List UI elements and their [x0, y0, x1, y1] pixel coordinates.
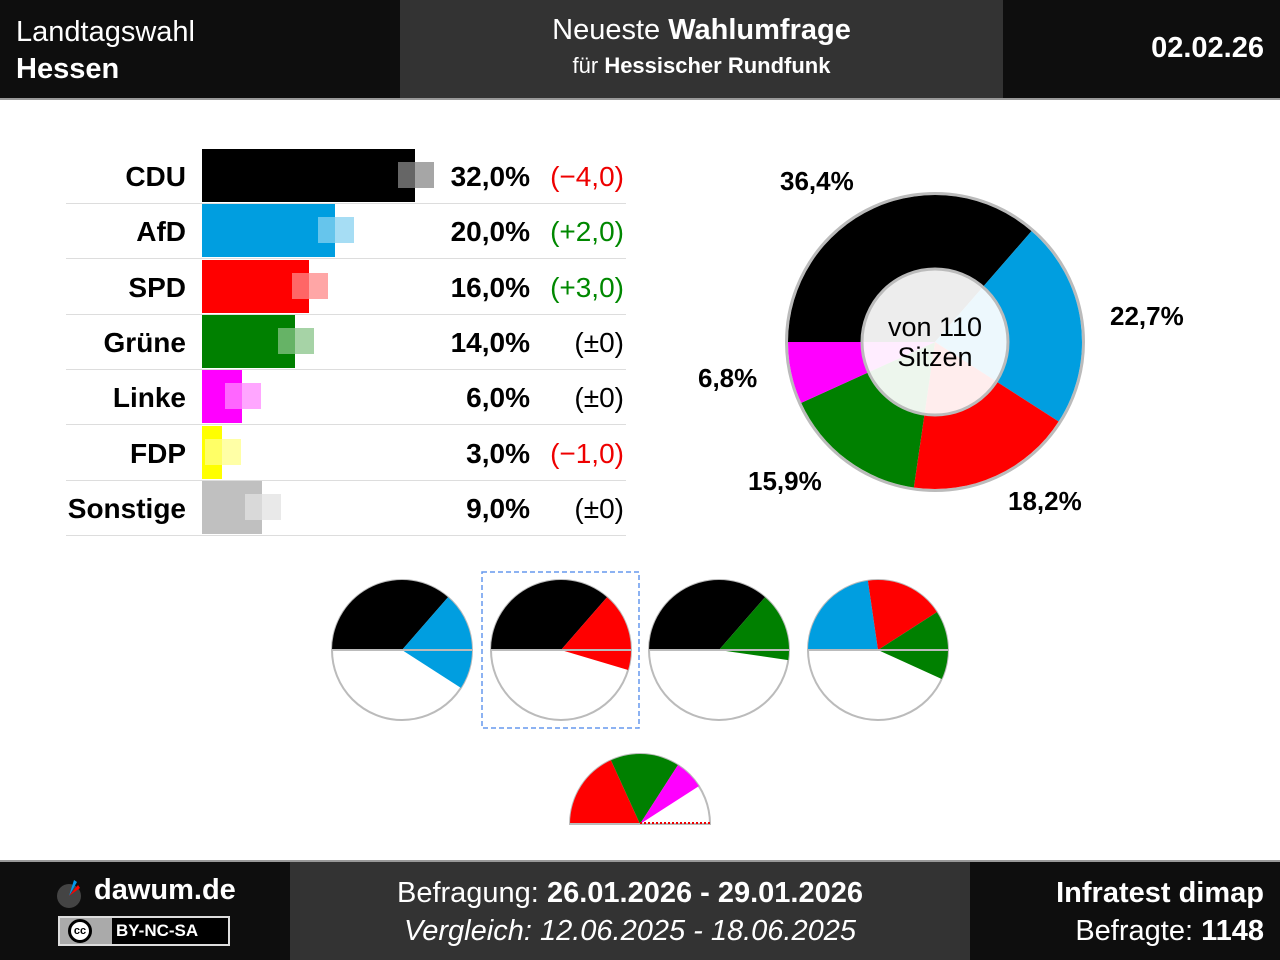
poll-title: Neueste Wahlumfrage für Hessischer Rundf…	[400, 0, 1003, 98]
state-name: Hessen	[16, 53, 120, 85]
coalition-slice-grüne	[878, 612, 948, 680]
seat-slice-label: 36,4%	[780, 166, 854, 196]
seat-slice-label: 22,7%	[1110, 301, 1184, 331]
seat-slice-cdu	[788, 195, 1032, 342]
seat-center-label: von 110 Sitzen	[887, 312, 983, 372]
donut-hole	[860, 267, 1010, 417]
survey-info: Befragung: 26.01.2026 - 29.01.2026 Vergl…	[290, 862, 970, 960]
seat-slice-label: 18,2%	[1008, 486, 1082, 516]
bar-sonstige	[202, 480, 262, 534]
change-label: (+2,0)	[550, 216, 624, 248]
survey-dates: 26.01.2026 - 29.01.2026	[546, 877, 863, 909]
bar-row-grüne: Grüne 14,0% (±0)	[66, 314, 626, 370]
bar-row-cdu: CDU 32,0% (−4,0)	[66, 149, 626, 204]
coalition-slice-afd	[808, 580, 878, 650]
bar-grüne	[202, 314, 296, 368]
party-name: Sonstige	[67, 492, 186, 524]
party-name: CDU	[125, 161, 186, 192]
bar-fdp	[202, 425, 222, 479]
bar-afd	[202, 204, 336, 258]
election-label: Landtagswahl	[16, 16, 195, 48]
change-label: (±0)	[574, 382, 624, 414]
previous-value-marker	[318, 217, 355, 244]
seat-donut-chart: 36,4% 22,7% 18,2% 15,9% 6,8%	[331, 166, 1184, 825]
header: Landtagswahl Hessen Neueste Wahlumfrage f…	[0, 0, 1280, 100]
coalition-slice-afd	[402, 597, 472, 688]
subtitle-pre: für	[572, 53, 605, 78]
coalition-slice-linke	[640, 765, 699, 824]
institute-name: Infratest dimap	[1056, 877, 1264, 909]
previous-value-overlay	[224, 383, 242, 410]
previous-value-overlay	[291, 272, 309, 299]
coalition-slice-spd	[867, 580, 937, 650]
change-label: (±0)	[574, 492, 624, 524]
coalition-slice-spd	[570, 760, 640, 824]
party-name: FDP	[130, 437, 186, 469]
value-label: 32,0%	[450, 161, 530, 192]
value-label: 9,0%	[466, 492, 530, 524]
bar-cdu	[202, 149, 416, 202]
compare-dates: Vergleich: 12.06.2025 - 18.06.2025	[404, 915, 856, 947]
previous-value-marker	[398, 162, 435, 188]
change-label: (±0)	[574, 326, 624, 358]
license-badge[interactable]: cc BY-NC-SA	[58, 916, 230, 946]
bar-row-linke: Linke 6,0% (±0)	[66, 370, 626, 426]
previous-value-overlay	[398, 162, 416, 188]
party-name: Grüne	[103, 326, 186, 358]
seat-slice-afd	[935, 231, 1082, 422]
coalition-highlight	[481, 571, 640, 729]
seat-slice-label: 15,9%	[748, 466, 822, 496]
coalition-slice-cdu	[332, 580, 448, 650]
survey-label: Befragung:	[396, 877, 547, 909]
logo-icon	[57, 880, 81, 908]
institute-info: Infratest dimap Befragte: 1148	[1056, 874, 1264, 950]
previous-value-marker	[291, 272, 328, 299]
bar-row-afd: AfD 20,0% (+2,0)	[66, 204, 626, 260]
value-label: 6,0%	[466, 382, 530, 414]
previous-value-marker	[244, 493, 281, 520]
value-label: 20,0%	[450, 216, 530, 248]
coalition-slice-grüne	[719, 597, 789, 661]
previous-value-overlay	[318, 217, 336, 244]
respondents-count: 1148	[1201, 915, 1264, 947]
change-label: (−4,0)	[550, 161, 624, 192]
previous-value-overlay	[204, 438, 222, 465]
bar-row-spd: SPD 16,0% (+3,0)	[66, 259, 626, 315]
party-name: Linke	[112, 382, 186, 414]
coalition-slice-cdu	[649, 580, 765, 650]
previous-value-marker	[204, 438, 241, 465]
bar-row-fdp: FDP 3,0% (−1,0)	[66, 425, 626, 481]
coalition-slice-spd	[561, 597, 632, 670]
previous-value-marker	[278, 327, 315, 354]
previous-value-overlay	[278, 327, 296, 354]
title-pre: Neueste	[552, 14, 669, 46]
poll-date: 02.02.26	[1151, 32, 1264, 64]
change-label: (−1,0)	[550, 437, 624, 469]
respondents-label: Befragte:	[1075, 915, 1202, 947]
bar-spd	[202, 259, 309, 313]
change-label: (+3,0)	[550, 271, 624, 303]
value-label: 14,0%	[450, 326, 530, 358]
coalition-slice-cdu	[491, 579, 607, 650]
license-text: BY-NC-SA	[116, 921, 199, 940]
seat-slice-label: 6,8%	[698, 363, 757, 393]
value-label: 16,0%	[450, 271, 530, 303]
footer: dawum.de cc BY-NC-SA Befragung: 26.01.202…	[0, 860, 1280, 960]
client-name: Hessischer Rundfunk	[604, 53, 831, 78]
bar-row-sonstige: Sonstige 9,0% (±0)	[66, 480, 626, 536]
party-name: SPD	[128, 271, 186, 303]
previous-value-marker	[224, 383, 261, 410]
title-bold: Wahlumfrage	[668, 14, 851, 46]
site-name: dawum.de	[94, 874, 236, 906]
previous-value-overlay	[244, 493, 262, 520]
donut-outline	[785, 192, 1085, 492]
value-label: 3,0%	[466, 437, 530, 469]
party-name: AfD	[136, 216, 186, 248]
election-title: Landtagswahl Hessen	[16, 14, 195, 88]
bar-linke	[202, 370, 242, 424]
coalition-slice-grüne	[610, 754, 678, 824]
